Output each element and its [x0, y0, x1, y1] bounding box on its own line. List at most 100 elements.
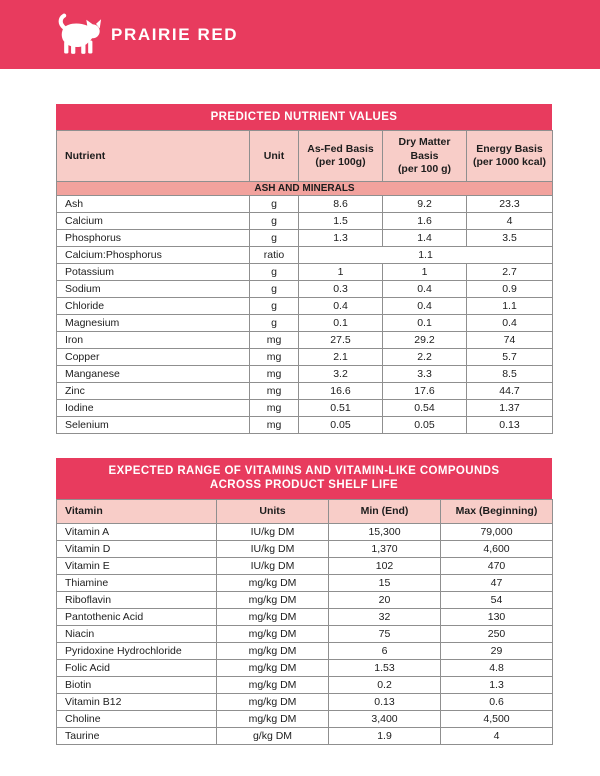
- table-row: Potassium g 1 1 2.7: [56, 262, 553, 281]
- unit-cell: g: [249, 194, 299, 213]
- table-row: Manganese mg 3.2 3.3 8.5: [56, 364, 553, 383]
- min-value-cell: 20: [328, 590, 441, 609]
- min-value-cell: 0.2: [328, 675, 441, 694]
- nutrient-name-cell: Iodine: [56, 398, 250, 417]
- nutrient-name-cell: Sodium: [56, 279, 250, 298]
- table-row: Vitamin B12 mg/kg DM 0.13 0.6: [56, 692, 553, 711]
- page-content: PREDICTED NUTRIENT VALUES Nutrient Unit As…: [0, 69, 600, 745]
- max-value-cell: 4: [440, 726, 553, 745]
- value-cell: 0.4: [382, 279, 467, 298]
- min-value-cell: 0.13: [328, 692, 441, 711]
- vitamin-name-cell: Taurine: [56, 726, 217, 745]
- value-cell: 9.2: [382, 194, 467, 213]
- units-cell: mg/kg DM: [216, 590, 329, 609]
- nutrient-column-header: Energy Basis (per 1000 kcal): [466, 130, 553, 182]
- nutrient-name-cell: Copper: [56, 347, 250, 366]
- value-cell: 1.37: [466, 398, 553, 417]
- nutrient-name-cell: Phosphorus: [56, 228, 250, 247]
- nutrient-name-cell: Calcium:Phosphorus: [56, 245, 250, 264]
- nutrient-table-title: PREDICTED NUTRIENT VALUES: [56, 104, 552, 131]
- units-cell: IU/kg DM: [216, 539, 329, 558]
- min-value-cell: 1,370: [328, 539, 441, 558]
- value-cell: 0.4: [382, 296, 467, 315]
- vitamin-name-cell: Choline: [56, 709, 217, 728]
- units-cell: g/kg DM: [216, 726, 329, 745]
- nutrient-table: Nutrient Unit As-Fed Basis (per 100g) Dry M…: [56, 130, 553, 434]
- min-value-cell: 15,300: [328, 522, 441, 541]
- unit-cell: g: [249, 296, 299, 315]
- vitamin-table-section: EXPECTED RANGE OF VITAMINS AND VITAMIN-L…: [56, 457, 553, 745]
- value-cell: 0.3: [298, 279, 383, 298]
- value-cell: 2.7: [466, 262, 553, 281]
- unit-cell: mg: [249, 330, 299, 349]
- nutrient-name-cell: Calcium: [56, 211, 250, 230]
- vitamin-column-header: Units: [216, 498, 329, 524]
- vitamin-table-head-row: Vitamin Units Min (End) Max (Beginning): [56, 498, 553, 524]
- vitamin-column-header: Max (Beginning): [440, 498, 553, 524]
- unit-cell: g: [249, 211, 299, 230]
- table-row: Iron mg 27.5 29.2 74: [56, 330, 553, 349]
- table-row: Folic Acid mg/kg DM 1.53 4.8: [56, 658, 553, 677]
- value-cell: 0.4: [298, 296, 383, 315]
- max-value-cell: 1.3: [440, 675, 553, 694]
- section-row: ASH AND MINERALS: [56, 180, 553, 196]
- cat-logo-icon: [54, 10, 102, 60]
- min-value-cell: 6: [328, 641, 441, 660]
- units-cell: IU/kg DM: [216, 556, 329, 575]
- value-cell: 23.3: [466, 194, 553, 213]
- table-row: Calcium:Phosphorus ratio 1.1: [56, 245, 553, 264]
- vitamin-column-header: Min (End): [328, 498, 441, 524]
- value-cell: 0.9: [466, 279, 553, 298]
- vitamin-column-header: Vitamin: [56, 498, 217, 524]
- nutrient-column-header: As-Fed Basis (per 100g): [298, 130, 383, 182]
- value-cell: 1: [382, 262, 467, 281]
- units-cell: mg/kg DM: [216, 573, 329, 592]
- table-row: Selenium mg 0.05 0.05 0.13: [56, 415, 553, 434]
- table-row: Chloride g 0.4 0.4 1.1: [56, 296, 553, 315]
- table-row: Calcium g 1.5 1.6 4: [56, 211, 553, 230]
- max-value-cell: 54: [440, 590, 553, 609]
- nutrient-table-head-row: Nutrient Unit As-Fed Basis (per 100g) Dry M…: [56, 130, 553, 182]
- value-cell: 27.5: [298, 330, 383, 349]
- max-value-cell: 250: [440, 624, 553, 643]
- value-cell: 2.2: [382, 347, 467, 366]
- max-value-cell: 29: [440, 641, 553, 660]
- value-cell: 1.5: [298, 211, 383, 230]
- min-value-cell: 75: [328, 624, 441, 643]
- nutrient-table-section: PREDICTED NUTRIENT VALUES Nutrient Unit As…: [56, 104, 553, 434]
- max-value-cell: 4,600: [440, 539, 553, 558]
- table-row: Biotin mg/kg DM 0.2 1.3: [56, 675, 553, 694]
- nutrient-column-header: Dry Matter Basis (per 100 g): [382, 130, 467, 182]
- unit-cell: g: [249, 262, 299, 281]
- value-cell-merged: 1.1: [298, 245, 553, 264]
- nutrient-column-header: Unit: [249, 130, 299, 182]
- value-cell: 0.1: [382, 313, 467, 332]
- table-row: Thiamine mg/kg DM 15 47: [56, 573, 553, 592]
- unit-cell: mg: [249, 415, 299, 434]
- value-cell: 0.1: [298, 313, 383, 332]
- table-row: Pantothenic Acid mg/kg DM 32 130: [56, 607, 553, 626]
- vitamin-name-cell: Vitamin A: [56, 522, 217, 541]
- table-row: Zinc mg 16.6 17.6 44.7: [56, 381, 553, 400]
- nutrient-name-cell: Selenium: [56, 415, 250, 434]
- unit-cell: mg: [249, 364, 299, 383]
- value-cell: 3.3: [382, 364, 467, 383]
- table-row: Copper mg 2.1 2.2 5.7: [56, 347, 553, 366]
- max-value-cell: 4,500: [440, 709, 553, 728]
- nutrient-name-cell: Chloride: [56, 296, 250, 315]
- units-cell: mg/kg DM: [216, 692, 329, 711]
- min-value-cell: 32: [328, 607, 441, 626]
- table-row: Niacin mg/kg DM 75 250: [56, 624, 553, 643]
- max-value-cell: 470: [440, 556, 553, 575]
- nutrient-table-body: ASH AND MINERALS Ash g 8.6 9.2 23.3 Calcium g 1…: [56, 180, 553, 434]
- nutrient-name-cell: Potassium: [56, 262, 250, 281]
- value-cell: 16.6: [298, 381, 383, 400]
- vitamin-name-cell: Folic Acid: [56, 658, 217, 677]
- table-row: Vitamin A IU/kg DM 15,300 79,000: [56, 522, 553, 541]
- value-cell: 17.6: [382, 381, 467, 400]
- value-cell: 44.7: [466, 381, 553, 400]
- units-cell: mg/kg DM: [216, 658, 329, 677]
- value-cell: 29.2: [382, 330, 467, 349]
- vitamin-name-cell: Pyridoxine Hydrochloride: [56, 641, 217, 660]
- vitamin-name-cell: Pantothenic Acid: [56, 607, 217, 626]
